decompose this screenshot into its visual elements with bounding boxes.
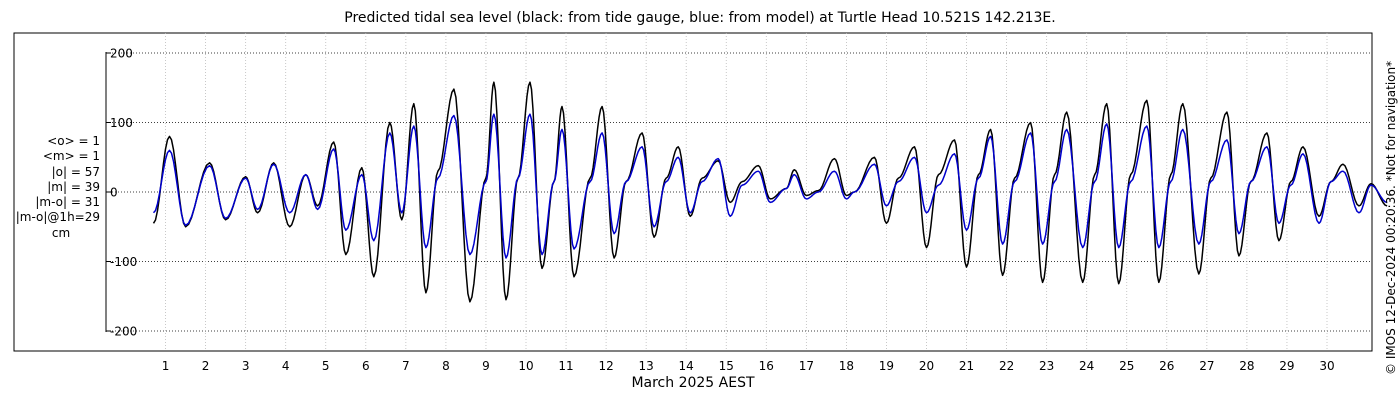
- stat-model-abs: |m| = 39: [47, 179, 100, 194]
- x-tick-label: 18: [839, 359, 854, 373]
- x-tick-label: 17: [799, 359, 814, 373]
- x-tick-label: 29: [1279, 359, 1294, 373]
- x-tick-label: 26: [1159, 359, 1174, 373]
- x-tick-label: 9: [482, 359, 490, 373]
- plot-frame: [13, 32, 1373, 352]
- model-series: [152, 113, 1388, 259]
- x-axis-ticks: 1 2 3 4 5 6 7 8 9 10 11 12 13 14 15 16 17 18 19 20 21 22 23 24 2…: [162, 359, 1335, 373]
- stats-panel: <o> = 1 <m> = 1 |o| = 57 |m| = 39 |m-o| …: [0, 134, 100, 241]
- y-tick-label: -100: [110, 255, 137, 269]
- x-tick-label: 24: [1079, 359, 1094, 373]
- x-axis-label: March 2025 AEST: [631, 375, 755, 391]
- x-tick-label: 28: [1239, 359, 1254, 373]
- stat-obs-abs: |o| = 57: [51, 164, 100, 179]
- chart-title: Predicted tidal sea level (black: from t…: [344, 10, 1056, 26]
- x-tick-label: 23: [1039, 359, 1054, 373]
- y-tick-label: 200: [110, 47, 133, 61]
- x-tick-label: 21: [959, 359, 974, 373]
- x-tick-label: 3: [242, 359, 250, 373]
- x-tick-label: 11: [558, 359, 573, 373]
- x-tick-label: 1: [162, 359, 170, 373]
- x-tick-label: 12: [598, 359, 613, 373]
- x-tick-label: 16: [759, 359, 774, 373]
- x-tick-label: 25: [1119, 359, 1134, 373]
- stat-obs-mean: <o> = 1: [47, 134, 100, 148]
- x-tick-label: 10: [518, 359, 533, 373]
- y-tick-label: 0: [110, 186, 118, 200]
- x-tick-label: 15: [719, 359, 734, 373]
- stat-model-mean: <m> = 1: [42, 149, 100, 164]
- stat-diff-1h: |m-o|@1h=29: [15, 210, 100, 225]
- x-tick-label: 30: [1319, 359, 1334, 373]
- x-tick-label: 6: [362, 359, 370, 373]
- series-lines: [152, 81, 1388, 303]
- x-tick-label: 8: [442, 359, 450, 373]
- x-tick-label: 20: [919, 359, 934, 373]
- y-tick-label: 100: [110, 116, 133, 130]
- y-tick-label: -200: [110, 325, 137, 339]
- x-tick-label: 19: [879, 359, 894, 373]
- x-tick-label: 4: [282, 359, 290, 373]
- x-tick-label: 22: [999, 359, 1014, 373]
- x-tick-label: 14: [679, 359, 694, 373]
- stat-diff-abs: |m-o| = 31: [35, 195, 100, 210]
- x-tick-label: 13: [639, 359, 654, 373]
- x-tick-label: 5: [322, 359, 330, 373]
- stat-unit: cm: [51, 225, 71, 240]
- x-tick-label: 7: [402, 359, 410, 373]
- credit-text: © IMOS 12-Dec-2024 00:20:36. *Not for na…: [1384, 60, 1398, 375]
- y-axis-ticks: 200 100 0 -100 -200: [106, 47, 137, 339]
- x-tick-label: 27: [1199, 359, 1214, 373]
- x-tick-label: 2: [202, 359, 210, 373]
